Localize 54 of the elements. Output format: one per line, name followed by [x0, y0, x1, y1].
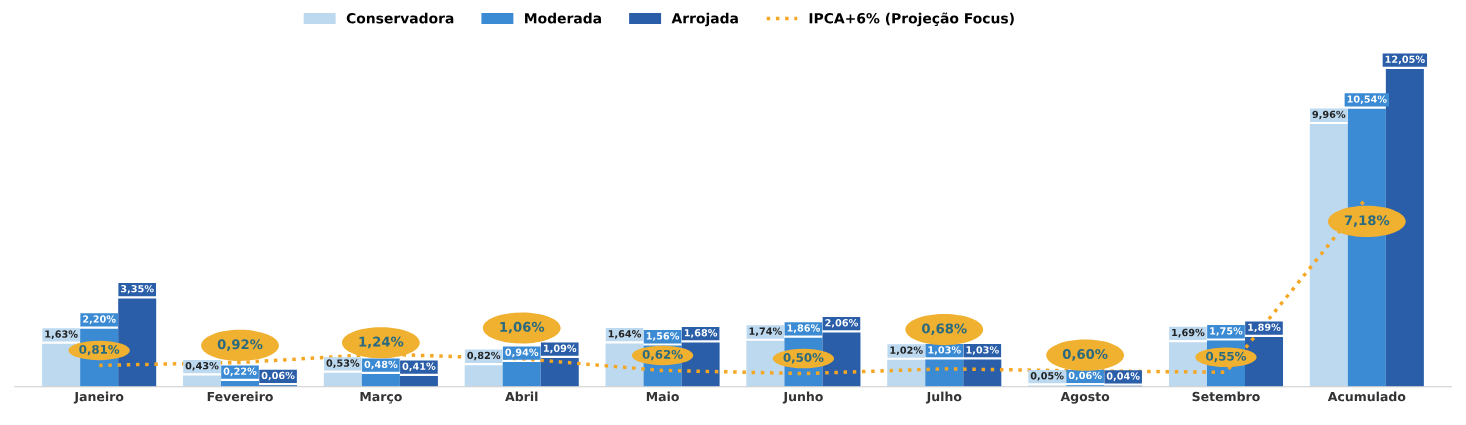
data-label: 0,06%: [261, 371, 295, 381]
data-label: 0,82%: [467, 351, 501, 361]
data-label: 1,89%: [1248, 323, 1281, 333]
data-label: 3,35%: [120, 285, 154, 294]
data-label: 1,69%: [1172, 328, 1205, 338]
data-label: 7,18%: [1344, 215, 1390, 227]
x-tick-label: Agosto: [1060, 391, 1110, 404]
data-label: 0,60%: [1062, 349, 1108, 361]
data-label: 0,92%: [217, 339, 263, 351]
data-label: 1,03%: [928, 346, 961, 355]
x-tick-label: Julho: [925, 391, 962, 404]
data-label: 0,81%: [79, 344, 120, 356]
data-label: 1,06%: [500, 321, 545, 334]
legend-label: Moderada: [525, 12, 601, 24]
x-tick-label: Fevereiro: [207, 391, 273, 402]
data-label: 1,68%: [684, 329, 718, 338]
data-label: 1,75%: [1210, 327, 1243, 336]
x-tick-label: Abril: [505, 391, 538, 402]
data-label: 0,94%: [505, 348, 539, 358]
data-label: 1,09%: [543, 344, 577, 354]
data-label: 0,41%: [402, 362, 436, 372]
data-label: 0,43%: [185, 362, 219, 371]
legend-label: Conservadora: [346, 12, 454, 24]
data-label: 2,06%: [825, 319, 859, 328]
data-label: 1,74%: [749, 327, 782, 337]
x-tick-label: Acumulado: [1327, 391, 1406, 402]
data-label: 0,62%: [642, 349, 683, 361]
data-label: 0,06%: [1068, 371, 1102, 381]
data-label: 0,68%: [922, 323, 967, 336]
data-label: 0,05%: [1030, 372, 1064, 381]
legend-label: IPCA+6% (Projeção Focus): [809, 12, 1014, 27]
data-label: 0,22%: [223, 367, 257, 377]
data-label: 0,50%: [783, 353, 824, 364]
data-label: 1,86%: [787, 324, 820, 333]
data-label: 0,55%: [1206, 351, 1247, 363]
data-label: 0,04%: [1106, 372, 1140, 381]
legend-label: Arrojada: [671, 12, 738, 27]
x-tick-label: Setembro: [1192, 391, 1260, 402]
data-label: 1,56%: [646, 332, 680, 341]
data-label: 9,96%: [1312, 110, 1346, 120]
x-tick-label: Junho: [782, 391, 823, 404]
x-tick-label: Maio: [646, 391, 679, 402]
data-label: 10,54%: [1347, 95, 1387, 104]
data-label: 1,02%: [890, 346, 923, 356]
data-label: 1,63%: [45, 330, 78, 339]
x-tick-label: Março: [360, 392, 402, 404]
data-label: 0,53%: [326, 359, 360, 368]
data-label: 1,24%: [359, 336, 404, 349]
x-tick-label: Janeiro: [73, 391, 124, 404]
data-label: 1,03%: [966, 346, 999, 355]
data-label: 2,20%: [83, 315, 116, 324]
data-label: 0,48%: [364, 360, 398, 370]
data-label: 1,64%: [608, 330, 642, 339]
data-label: 12,05%: [1385, 55, 1425, 65]
